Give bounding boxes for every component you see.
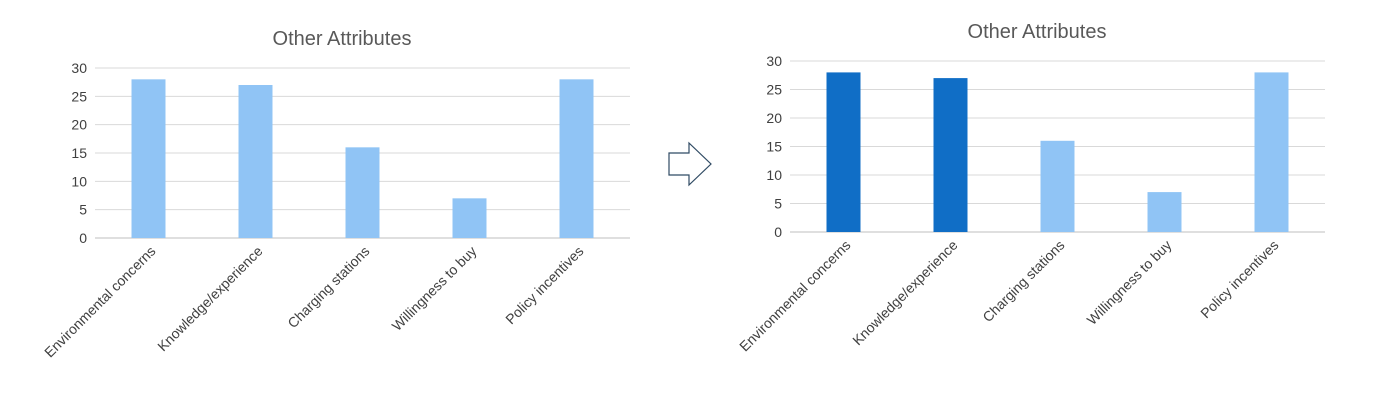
y-tick-label: 0 <box>79 230 87 246</box>
x-tick-label: Willingness to buy <box>389 243 480 334</box>
bar <box>131 79 166 238</box>
y-tick-label: 20 <box>766 110 782 126</box>
y-tick-label: 5 <box>774 196 782 212</box>
bar <box>559 79 594 238</box>
right-arrow-icon <box>668 141 712 187</box>
bar <box>452 198 487 238</box>
bar <box>1147 192 1182 232</box>
y-tick-label: 15 <box>71 145 87 161</box>
chart-after: Other Attributes 0 5 10 15 20 25 30 Environment… <box>736 21 1325 354</box>
x-tick-label: Knowledge/experience <box>849 237 961 349</box>
arrow-shape <box>668 141 712 187</box>
y-tick-label: 20 <box>71 117 87 133</box>
x-tick-label: Willingness to buy <box>1084 237 1175 328</box>
y-tick-label: 10 <box>766 167 782 183</box>
x-tick-label: Environmental concerns <box>736 237 854 355</box>
x-tick-label: Environmental concerns <box>41 243 159 361</box>
y-tick-label: 30 <box>71 60 87 76</box>
bar <box>1254 72 1289 233</box>
x-tick-label: Charging stations <box>284 243 372 331</box>
y-tick-label: 5 <box>79 202 87 218</box>
y-tick-label: 15 <box>766 139 782 155</box>
chart-title: Other Attributes <box>968 21 1107 43</box>
bar <box>1040 140 1075 232</box>
bar <box>826 72 861 233</box>
bar <box>238 85 273 238</box>
x-tick-label: Knowledge/experience <box>154 243 266 355</box>
chart-before: Other Attributes 0 5 10 15 20 25 30 Environment… <box>41 28 630 360</box>
x-tick-label: Policy incentives <box>502 243 586 327</box>
x-tick-label: Charging stations <box>979 237 1067 325</box>
y-tick-label: 30 <box>766 53 782 69</box>
y-tick-label: 10 <box>71 173 87 189</box>
bar <box>933 78 968 232</box>
chart-title: Other Attributes <box>273 28 412 50</box>
y-tick-label: 25 <box>71 88 87 104</box>
bar <box>345 147 380 238</box>
y-tick-label: 0 <box>774 224 782 240</box>
x-tick-label: Policy incentives <box>1197 237 1281 321</box>
y-tick-label: 25 <box>766 82 782 98</box>
